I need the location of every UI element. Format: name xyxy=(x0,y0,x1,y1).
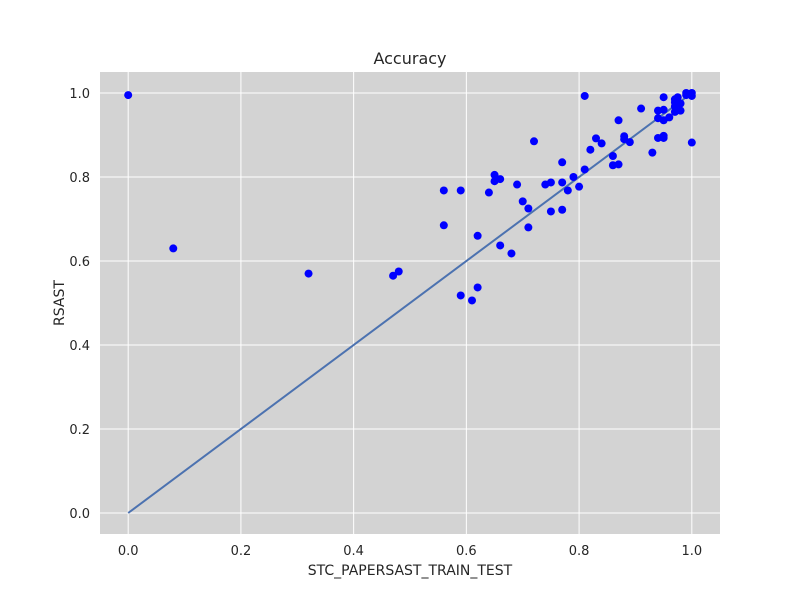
data-points xyxy=(124,89,696,305)
scatter-point xyxy=(468,296,476,305)
y-tick-label: 0.6 xyxy=(69,255,90,270)
scatter-point xyxy=(659,105,668,114)
scatter-point xyxy=(513,180,522,189)
y-tick-label: 0.2 xyxy=(69,423,90,438)
scatter-point xyxy=(614,160,623,169)
scatter-point xyxy=(456,186,465,195)
scatter-point xyxy=(439,221,448,230)
scatter-point xyxy=(394,267,403,276)
scatter-point xyxy=(625,138,634,147)
scatter-point xyxy=(558,178,567,187)
scatter-point xyxy=(304,269,313,278)
scatter-point xyxy=(580,165,589,174)
x-tick-labels: 0.0 0.2 0.4 0.6 0.8 1.0 xyxy=(118,544,702,559)
scatter-point xyxy=(637,104,646,113)
scatter-point xyxy=(490,170,499,179)
scatter-point xyxy=(496,241,505,250)
scatter-point xyxy=(507,249,516,258)
scatter-point xyxy=(563,186,572,195)
scatter-point xyxy=(518,197,527,206)
x-tick-label: 1.0 xyxy=(681,544,702,559)
scatter-point xyxy=(676,106,685,115)
scatter-point xyxy=(496,175,505,184)
scatter-point xyxy=(648,148,657,157)
grid-lines xyxy=(100,72,720,534)
scatter-point xyxy=(659,93,668,102)
y-tick-label: 0.8 xyxy=(69,171,90,186)
x-axis-label: STC_PAPERSAST_TRAIN_TEST xyxy=(308,563,513,579)
scatter-point xyxy=(524,204,533,213)
scatter-point xyxy=(546,178,555,187)
scatter-point xyxy=(687,91,696,100)
scatter-point xyxy=(569,173,578,181)
chart-title: Accuracy xyxy=(373,49,446,68)
scatter-point xyxy=(389,271,398,280)
scatter-point xyxy=(456,291,465,300)
x-tick-label: 0.4 xyxy=(343,544,364,559)
x-tick-label: 0.8 xyxy=(569,544,590,559)
y-tick-label: 1.0 xyxy=(69,87,90,102)
scatter-point xyxy=(673,93,682,102)
scatter-point xyxy=(558,158,567,167)
scatter-point xyxy=(484,188,493,197)
scatter-point xyxy=(169,244,178,253)
scatter-point xyxy=(592,134,600,143)
scatter-point xyxy=(558,205,567,214)
scatter-point xyxy=(608,152,617,160)
y-tick-label: 0.4 xyxy=(69,339,90,354)
scatter-point xyxy=(665,113,674,122)
scatter-point xyxy=(676,99,685,108)
scatter-point xyxy=(575,182,584,191)
x-tick-label: 0.2 xyxy=(231,544,252,559)
scatter-point xyxy=(586,145,595,154)
scatter-point xyxy=(439,186,448,195)
scatter-point xyxy=(546,207,555,216)
x-tick-label: 0.6 xyxy=(456,544,477,559)
scatter-point xyxy=(614,116,623,125)
scatter-point xyxy=(597,139,606,148)
scatter-point xyxy=(124,91,133,100)
scatter-point xyxy=(530,137,538,146)
x-tick-label: 0.0 xyxy=(118,544,139,559)
reference-line xyxy=(127,92,693,514)
scatter-point xyxy=(620,132,629,141)
y-tick-label: 0.0 xyxy=(69,507,90,522)
scatter-point xyxy=(580,91,589,100)
scatter-point xyxy=(524,223,533,232)
scatter-point xyxy=(659,133,668,142)
y-tick-labels: 0.0 0.2 0.4 0.6 0.8 1.0 xyxy=(69,87,90,522)
scatter-point xyxy=(473,231,482,240)
scatter-point xyxy=(687,138,696,147)
y-axis-label: RSAST xyxy=(52,280,68,326)
scatter-point xyxy=(473,283,482,292)
